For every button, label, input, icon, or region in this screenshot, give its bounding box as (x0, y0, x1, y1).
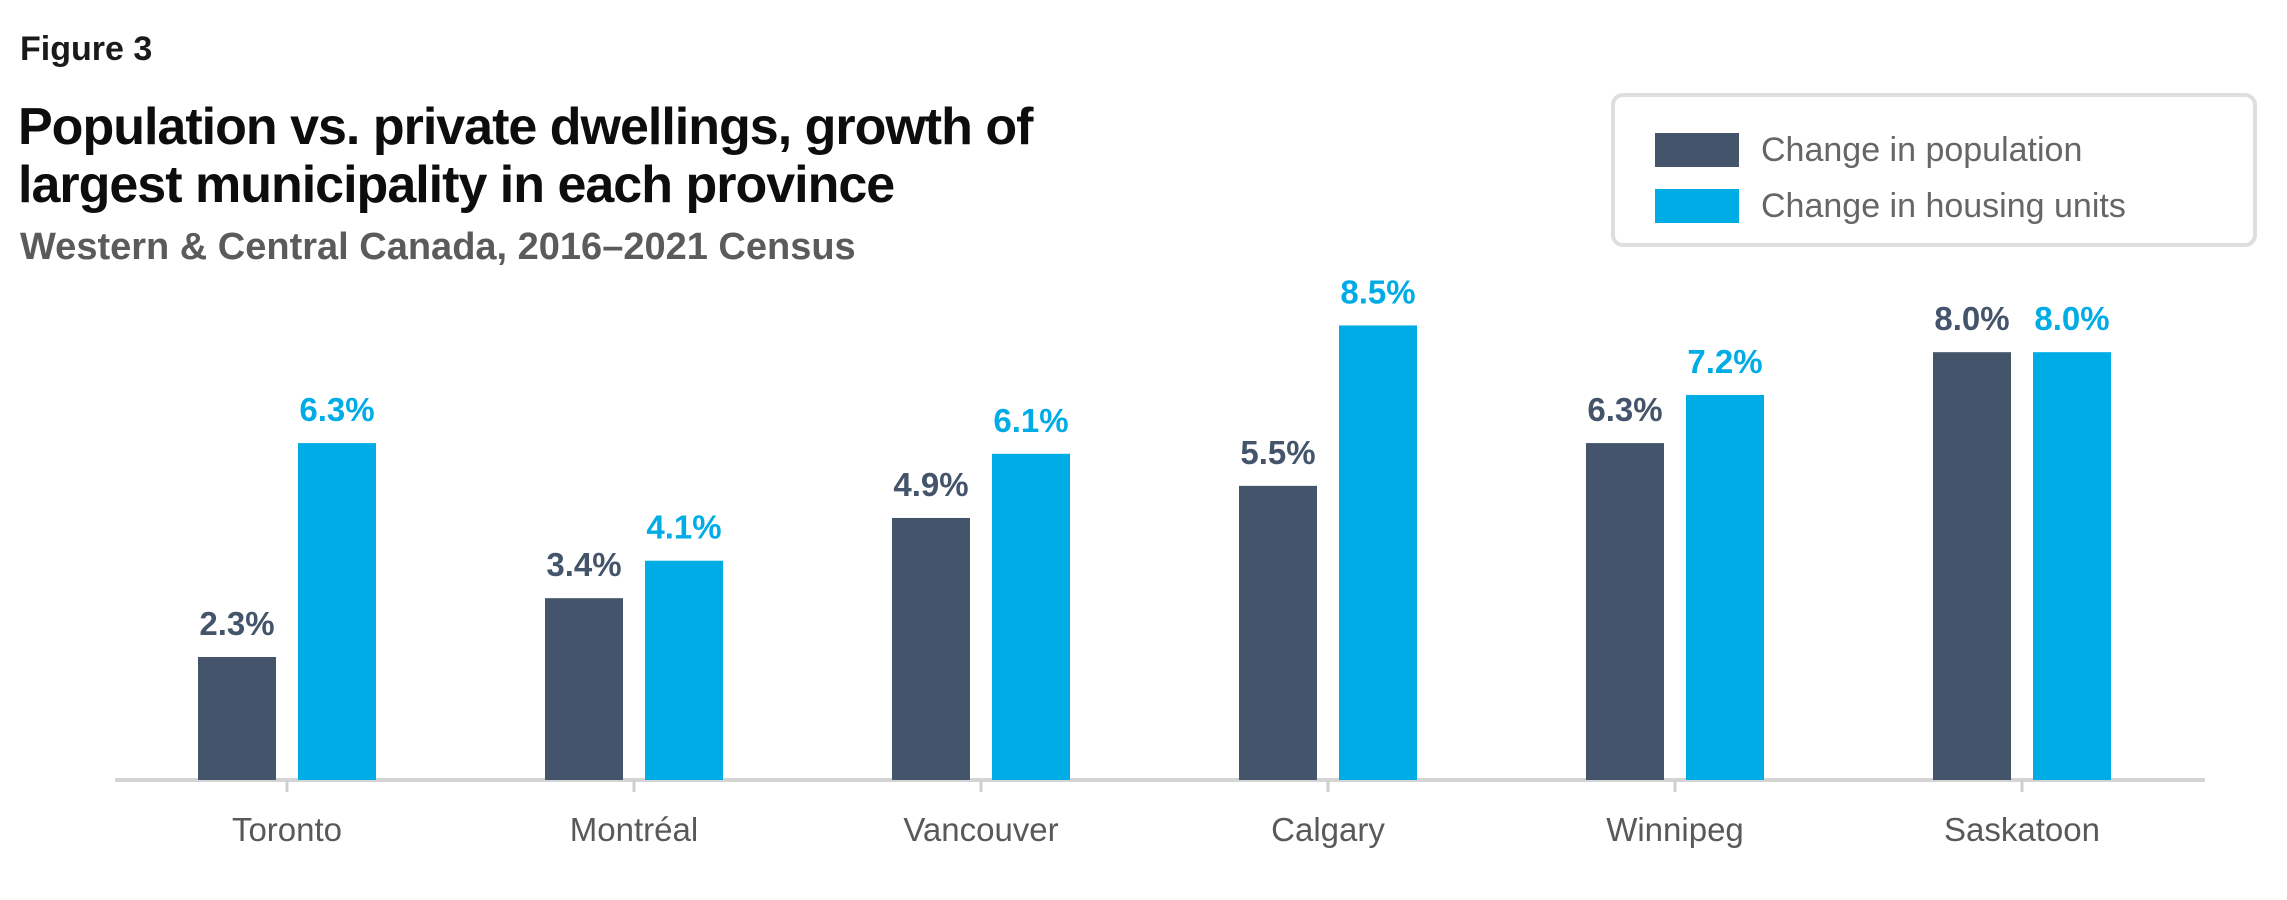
data-label-population-calgary: 5.5% (1240, 434, 1315, 471)
x-tick-label-toronto: Toronto (232, 811, 342, 848)
data-label-population-montral: 3.4% (546, 546, 621, 583)
data-label-housing-montral: 4.1% (646, 509, 721, 546)
data-label-housing-saskatoon: 8.0% (2034, 300, 2109, 337)
legend-item-housing: Change in housing units (1655, 186, 2126, 225)
data-label-population-winnipeg: 6.3% (1587, 391, 1662, 428)
x-tick-label-saskatoon: Saskatoon (1944, 811, 2100, 848)
bar-housing-saskatoon (2033, 352, 2111, 780)
bar-housing-winnipeg (1686, 394, 1764, 780)
data-label-population-toronto: 2.3% (199, 605, 274, 642)
data-label-population-vancouver: 4.9% (893, 466, 968, 503)
legend-item-population: Change in population (1655, 130, 2083, 169)
bar-population-calgary (1239, 485, 1317, 780)
x-tick-label-montral: Montréal (570, 811, 698, 848)
data-label-housing-calgary: 8.5% (1340, 273, 1415, 310)
x-tick-label-winnipeg: Winnipeg (1606, 811, 1744, 848)
bar-housing-vancouver (992, 453, 1070, 780)
bar-population-toronto (198, 657, 276, 780)
bar-housing-montral (645, 560, 723, 780)
data-label-population-saskatoon: 8.0% (1934, 300, 2009, 337)
chart-title: Population vs. private dwellings, growth… (18, 98, 1033, 214)
data-label-housing-winnipeg: 7.2% (1687, 343, 1762, 380)
x-tick-label-calgary: Calgary (1271, 811, 1385, 848)
legend-label-population: Change in population (1761, 130, 2083, 169)
figure-label: Figure 3 (20, 30, 153, 68)
bar-housing-toronto (298, 443, 376, 780)
bar-population-vancouver (892, 517, 970, 780)
bar-population-montral (545, 598, 623, 780)
bar-population-winnipeg (1586, 443, 1664, 780)
legend-swatch-population (1655, 133, 1739, 167)
bar-housing-calgary (1339, 325, 1417, 780)
legend-swatch-housing (1655, 189, 1739, 223)
data-label-housing-toronto: 6.3% (299, 391, 374, 428)
legend: Change in population Change in housing u… (1611, 93, 2257, 247)
chart-subtitle: Western & Central Canada, 2016–2021 Cens… (20, 226, 856, 268)
x-tick-label-vancouver: Vancouver (903, 811, 1058, 848)
bar-population-saskatoon (1933, 352, 2011, 780)
legend-label-housing: Change in housing units (1761, 186, 2126, 225)
data-label-housing-vancouver: 6.1% (993, 402, 1068, 439)
